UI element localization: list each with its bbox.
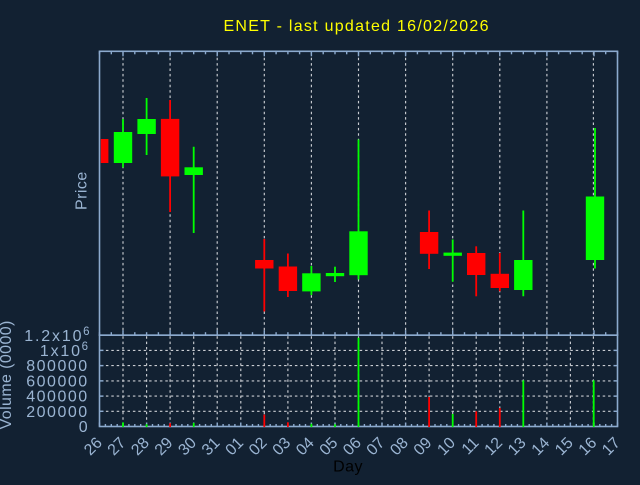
- svg-text:200000: 200000: [26, 404, 87, 421]
- svg-text:800000: 800000: [26, 358, 87, 375]
- svg-text:0: 0: [79, 419, 88, 436]
- svg-text:600000: 600000: [26, 374, 87, 391]
- svg-text:1x10: 1x10: [40, 343, 80, 360]
- svg-text:6: 6: [83, 326, 89, 338]
- svg-text:Price: Price: [74, 172, 91, 210]
- svg-text:Day: Day: [333, 458, 362, 475]
- svg-text:ENET - last updated 16/02/2026: ENET - last updated 16/02/2026: [224, 18, 489, 35]
- svg-text:1.2x10: 1.2x10: [24, 328, 81, 345]
- svg-text:Volume (0000): Volume (0000): [0, 321, 15, 430]
- svg-text:6: 6: [82, 341, 88, 353]
- svg-text:400000: 400000: [26, 389, 87, 406]
